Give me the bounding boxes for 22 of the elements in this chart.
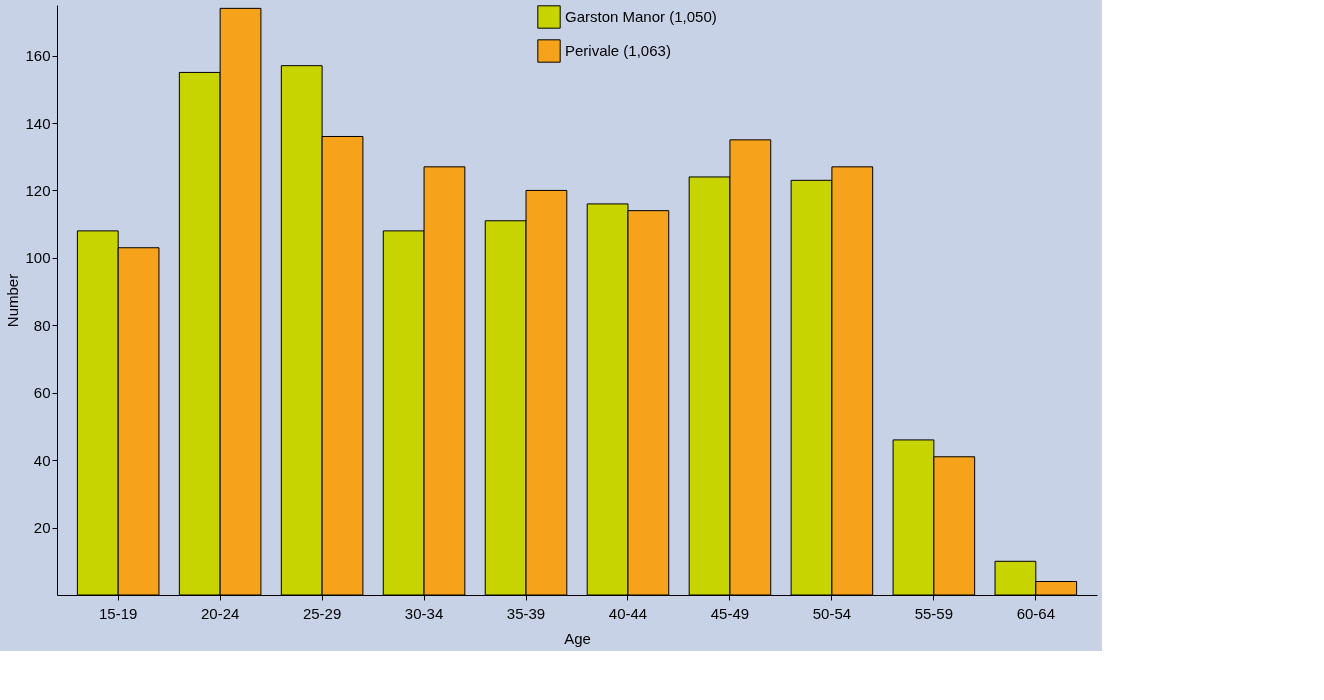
- y-tick-label: 120: [25, 181, 51, 199]
- y-tick-label: 60: [33, 384, 51, 402]
- y-tick-label: 100: [25, 249, 51, 267]
- x-tick-label: 60-64: [1016, 604, 1056, 622]
- legend-label: Perivale (1,063): [565, 42, 671, 59]
- y-tick-label: 140: [25, 114, 51, 132]
- legend-label: Garston Manor (1,050): [565, 8, 717, 25]
- x-tick-label: 40-44: [608, 604, 648, 622]
- x-tick-label: 15-19: [98, 604, 138, 622]
- y-tick-label: 20: [33, 519, 51, 537]
- x-tick-label: 50-54: [812, 604, 852, 622]
- x-axis-title: Age: [564, 629, 591, 647]
- y-tick-label: 40: [33, 451, 51, 469]
- x-tick-label: 20-24: [200, 604, 240, 622]
- y-axis-title: Number: [4, 273, 22, 328]
- x-tick-label: 45-49: [710, 604, 750, 622]
- x-tick-label: 30-34: [404, 604, 444, 622]
- x-tick-label: 35-39: [506, 604, 546, 622]
- y-tick-label: 160: [25, 47, 51, 65]
- x-tick-label: 55-59: [914, 604, 954, 622]
- y-tick-label: 80: [33, 316, 51, 334]
- x-tick-label: 25-29: [302, 604, 342, 622]
